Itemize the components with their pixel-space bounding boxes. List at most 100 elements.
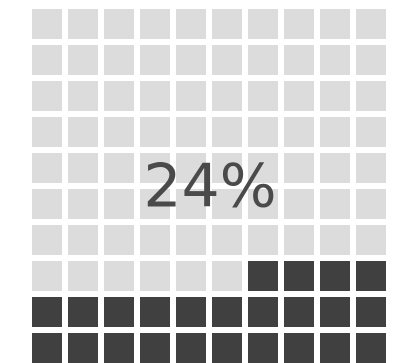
filled-cell (248, 297, 278, 327)
empty-cell (176, 189, 206, 219)
empty-cell (104, 117, 134, 147)
empty-cell (356, 81, 386, 111)
empty-cell (320, 81, 350, 111)
empty-cell (104, 225, 134, 255)
empty-cell (320, 117, 350, 147)
filled-cell (356, 333, 386, 363)
filled-cell (212, 297, 242, 327)
empty-cell (212, 81, 242, 111)
waffle-grid (32, 9, 386, 363)
empty-cell (104, 81, 134, 111)
filled-cell (320, 333, 350, 363)
empty-cell (320, 225, 350, 255)
empty-cell (284, 9, 314, 39)
empty-cell (248, 45, 278, 75)
empty-cell (176, 225, 206, 255)
empty-cell (212, 189, 242, 219)
empty-cell (212, 153, 242, 183)
empty-cell (68, 225, 98, 255)
empty-cell (104, 9, 134, 39)
empty-cell (176, 261, 206, 291)
empty-cell (212, 45, 242, 75)
empty-cell (140, 153, 170, 183)
empty-cell (140, 261, 170, 291)
empty-cell (68, 189, 98, 219)
empty-cell (320, 45, 350, 75)
empty-cell (32, 117, 62, 147)
filled-cell (32, 297, 62, 327)
empty-cell (32, 261, 62, 291)
empty-cell (284, 45, 314, 75)
empty-cell (104, 45, 134, 75)
empty-cell (284, 117, 314, 147)
empty-cell (140, 45, 170, 75)
empty-cell (284, 153, 314, 183)
filled-cell (212, 333, 242, 363)
empty-cell (284, 81, 314, 111)
empty-cell (248, 189, 278, 219)
empty-cell (32, 225, 62, 255)
filled-cell (284, 297, 314, 327)
empty-cell (248, 225, 278, 255)
value-label: 24% (143, 152, 276, 222)
empty-cell (320, 153, 350, 183)
empty-cell (176, 9, 206, 39)
empty-cell (212, 225, 242, 255)
empty-cell (68, 45, 98, 75)
empty-cell (176, 117, 206, 147)
empty-cell (320, 189, 350, 219)
empty-cell (32, 153, 62, 183)
empty-cell (140, 81, 170, 111)
empty-cell (248, 117, 278, 147)
filled-cell (320, 261, 350, 291)
empty-cell (32, 45, 62, 75)
empty-cell (248, 81, 278, 111)
filled-cell (68, 333, 98, 363)
empty-cell (284, 225, 314, 255)
empty-cell (140, 9, 170, 39)
empty-cell (68, 81, 98, 111)
empty-cell (212, 261, 242, 291)
empty-cell (32, 81, 62, 111)
empty-cell (104, 189, 134, 219)
filled-cell (32, 333, 62, 363)
filled-cell (176, 333, 206, 363)
filled-cell (284, 333, 314, 363)
filled-cell (140, 297, 170, 327)
empty-cell (32, 189, 62, 219)
empty-cell (284, 189, 314, 219)
filled-cell (248, 333, 278, 363)
empty-cell (248, 9, 278, 39)
empty-cell (356, 153, 386, 183)
empty-cell (68, 117, 98, 147)
empty-cell (356, 45, 386, 75)
empty-cell (320, 9, 350, 39)
empty-cell (176, 45, 206, 75)
empty-cell (356, 9, 386, 39)
filled-cell (356, 261, 386, 291)
filled-cell (356, 297, 386, 327)
empty-cell (104, 153, 134, 183)
filled-cell (68, 297, 98, 327)
filled-cell (248, 261, 278, 291)
empty-cell (140, 189, 170, 219)
empty-cell (140, 225, 170, 255)
empty-cell (248, 153, 278, 183)
filled-cell (140, 333, 170, 363)
empty-cell (356, 225, 386, 255)
empty-cell (356, 189, 386, 219)
filled-cell (176, 297, 206, 327)
empty-cell (176, 153, 206, 183)
empty-cell (68, 261, 98, 291)
empty-cell (104, 261, 134, 291)
empty-cell (176, 81, 206, 111)
empty-cell (140, 117, 170, 147)
empty-cell (212, 117, 242, 147)
empty-cell (68, 9, 98, 39)
empty-cell (32, 9, 62, 39)
filled-cell (104, 297, 134, 327)
filled-cell (104, 333, 134, 363)
empty-cell (68, 153, 98, 183)
